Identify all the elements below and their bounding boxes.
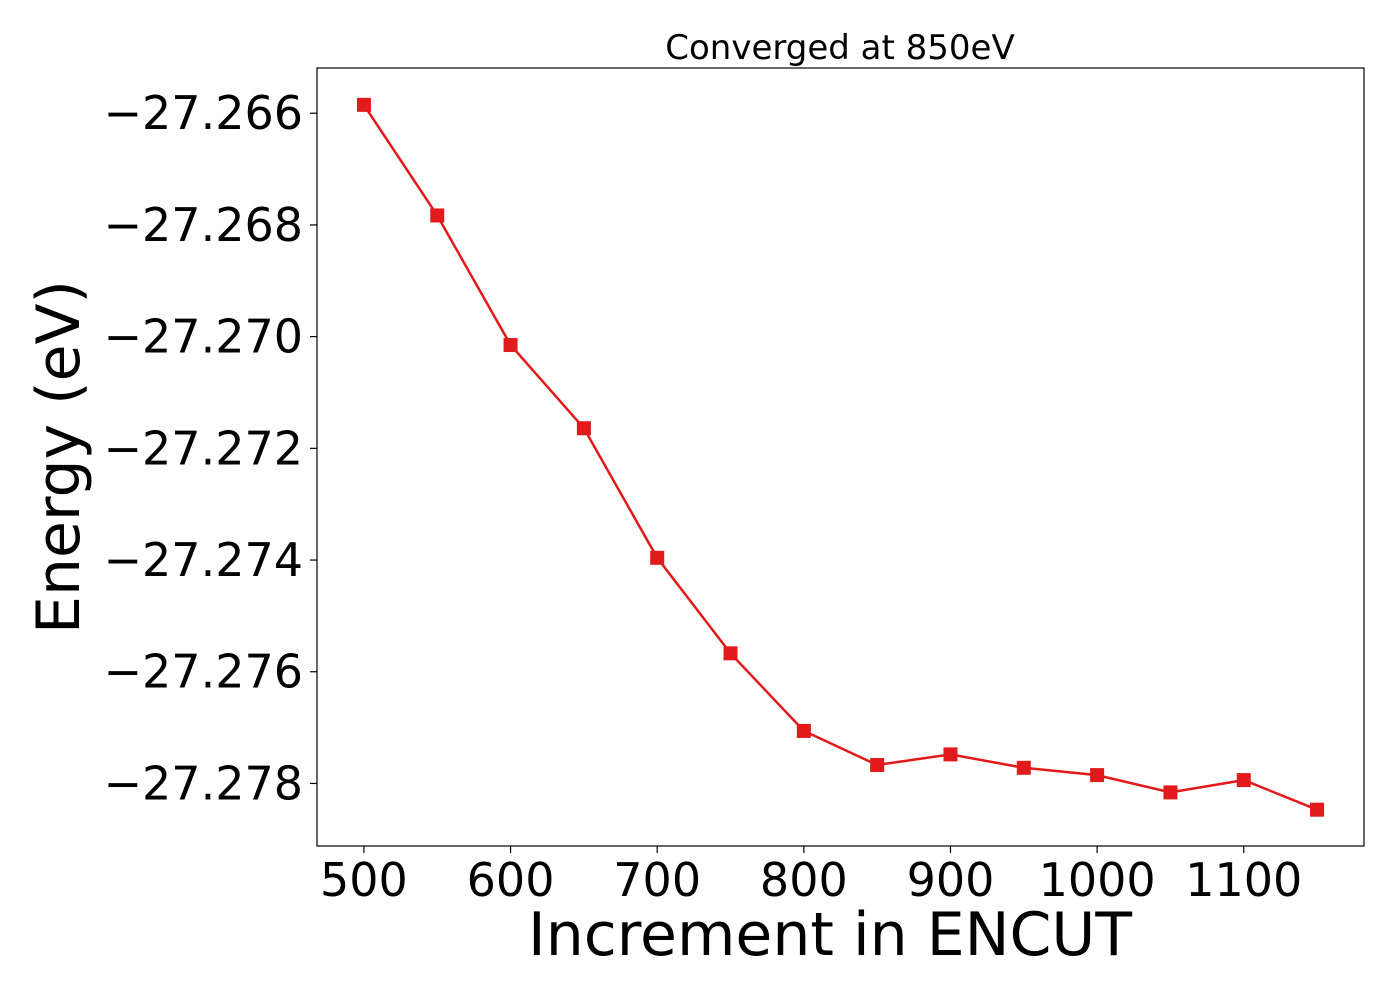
data-point-marker bbox=[430, 208, 445, 223]
data-point-marker bbox=[1090, 768, 1105, 783]
plot-area-frame bbox=[316, 67, 1365, 847]
data-point-marker bbox=[503, 338, 518, 353]
data-point-marker bbox=[1236, 773, 1251, 788]
series-line bbox=[362, 104, 1318, 811]
y-axis-label: Energy (eV) bbox=[24, 280, 94, 634]
x-axis-label: Increment in ENCUT bbox=[528, 900, 1132, 970]
data-point-marker bbox=[356, 97, 371, 112]
y-tick-label: −27.266 bbox=[104, 86, 304, 140]
data-point-marker bbox=[723, 646, 738, 661]
chart-title: Converged at 850eV bbox=[665, 28, 1014, 68]
y-axis-ticks: −27.266 −27.268 −27.270 −27.272 −27.274 −27.2… bbox=[104, 86, 317, 810]
x-tick-label: 800 bbox=[760, 853, 848, 907]
x-tick-label: 900 bbox=[907, 853, 995, 907]
y-tick-label: −27.278 bbox=[104, 756, 304, 810]
y-tick-label: −27.272 bbox=[104, 421, 304, 475]
x-tick-label: 1000 bbox=[1039, 853, 1156, 907]
data-point-marker bbox=[650, 550, 665, 565]
data-point-marker bbox=[943, 747, 958, 762]
y-tick-label: −27.274 bbox=[104, 533, 304, 587]
y-tick-label: −27.270 bbox=[104, 310, 304, 364]
data-point-marker bbox=[1163, 785, 1178, 800]
data-point-marker bbox=[796, 723, 811, 738]
data-point-marker bbox=[1016, 760, 1031, 775]
series-energy bbox=[356, 97, 1325, 817]
x-tick-label: 600 bbox=[467, 853, 555, 907]
data-point-marker bbox=[870, 758, 885, 773]
x-tick-label: 700 bbox=[613, 853, 701, 907]
data-point-marker bbox=[576, 421, 591, 436]
data-point-marker bbox=[1310, 802, 1325, 817]
x-tick-label: 1100 bbox=[1185, 853, 1302, 907]
x-tick-label: 500 bbox=[320, 853, 408, 907]
x-axis-ticks: 500 600 700 800 900 1000 1100 bbox=[320, 846, 1302, 907]
y-tick-label: −27.276 bbox=[104, 645, 304, 699]
y-tick-label: −27.268 bbox=[104, 198, 304, 252]
